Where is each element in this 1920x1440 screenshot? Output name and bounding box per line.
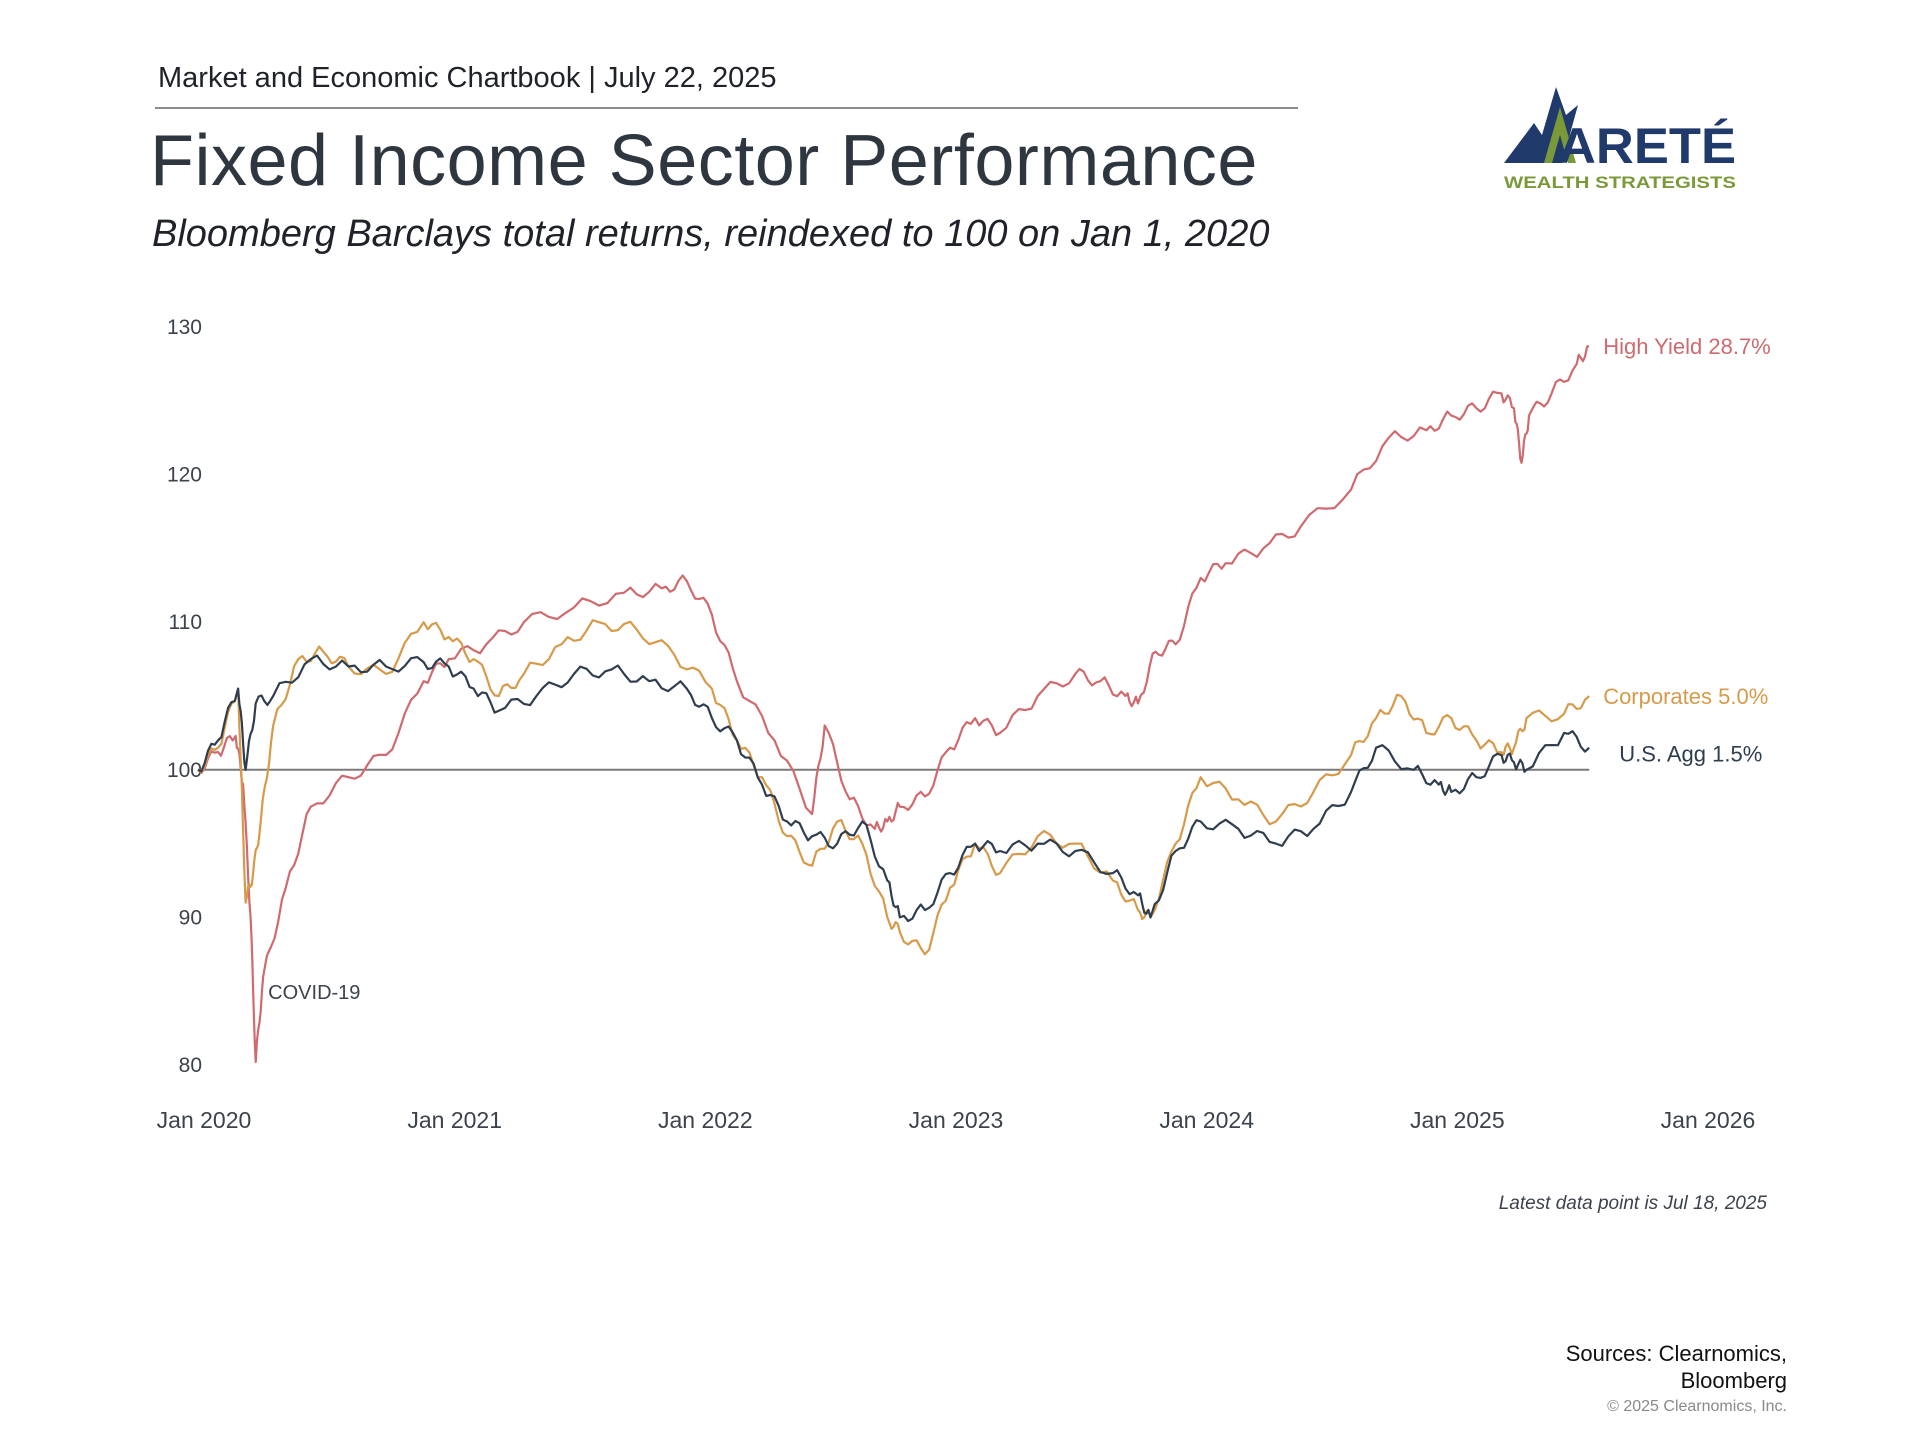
sources-line-1: Sources: Clearnomics, (1565, 1341, 1787, 1366)
x-tick-label: Jan 2022 (658, 1107, 753, 1133)
series-line-high-yield (197, 345, 1590, 1064)
logo-mountain-icon (1504, 87, 1578, 163)
y-tick-label: 80 (179, 1054, 202, 1077)
x-tick-label: Jan 2021 (407, 1107, 502, 1133)
y-tick-label: 90 (179, 906, 202, 929)
series-end-label: High Yield 28.7% (1603, 334, 1771, 359)
sources-line-2: Bloomberg (1680, 1368, 1787, 1393)
x-tick-label: Jan 2025 (1410, 1107, 1505, 1133)
series-line-u-s-agg (197, 654, 1590, 923)
latest-data-note: Latest data point is Jul 18, 2025 (1498, 1193, 1767, 1214)
logo-wordmark: ARETÉ (1558, 118, 1736, 174)
copyright: © 2025 Clearnomics, Inc. (1607, 1398, 1787, 1415)
series-line-corporates (197, 619, 1590, 956)
x-axis: Jan 2020 Jan 2021 Jan 2022 Jan 2023 Jan 2024… (157, 1107, 1756, 1133)
x-tick-label: Jan 2020 (157, 1107, 252, 1133)
series-layer: High Yield 28.7% Corporates 5.0% U.S. Agg … (197, 334, 1771, 1064)
sources: Sources: Clearnomics, Bloomberg (1566, 1340, 1787, 1394)
annotation-label: COVID-19 (268, 982, 360, 1004)
y-tick-label: 100 (167, 759, 202, 782)
annotation-layer: COVID-19 (268, 982, 360, 1004)
logo-tagline: WEALTH STRATEGISTS (1504, 173, 1736, 192)
chartbook-header: Market and Economic Chartbook | July 22,… (158, 62, 777, 94)
y-tick-label: 130 (167, 316, 202, 339)
page-subtitle: Bloomberg Barclays total returns, reinde… (152, 213, 1270, 255)
arete-logo: ARETÉ WEALTH STRATEGISTS (1504, 87, 1736, 192)
page-title: Fixed Income Sector Performance (150, 121, 1258, 201)
x-tick-label: Jan 2023 (909, 1107, 1004, 1133)
y-axis: 80 90 100 110 120 130 (167, 316, 202, 1077)
header-divider (155, 107, 1298, 109)
series-end-label: U.S. Agg 1.5% (1619, 742, 1762, 767)
y-tick-label: 120 (167, 464, 202, 487)
series-end-label: Corporates 5.0% (1603, 684, 1768, 709)
y-tick-label: 110 (169, 611, 202, 634)
x-tick-label: Jan 2024 (1159, 1107, 1254, 1133)
x-tick-label: Jan 2026 (1661, 1107, 1756, 1133)
